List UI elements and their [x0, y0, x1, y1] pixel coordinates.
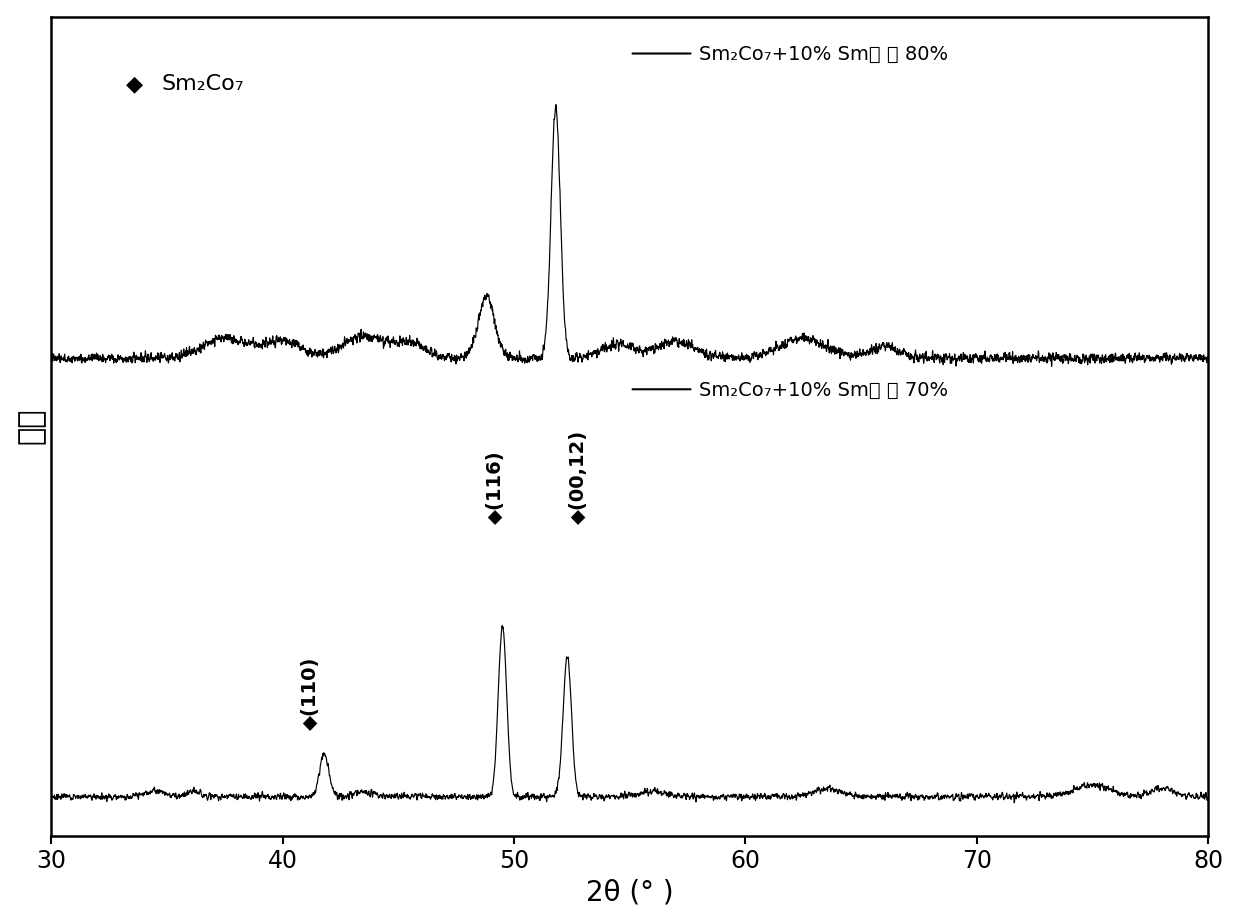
Text: Sm₂Co₇+10% Sm变 形 80%: Sm₂Co₇+10% Sm变 形 80%: [699, 45, 949, 65]
Text: ◆(00,12): ◆(00,12): [569, 429, 588, 523]
Y-axis label: 强度: 强度: [16, 408, 46, 444]
Text: ◆: ◆: [126, 74, 144, 94]
Text: Sm₂Co₇: Sm₂Co₇: [161, 74, 244, 94]
Text: Sm₂Co₇+10% Sm变 形 70%: Sm₂Co₇+10% Sm变 形 70%: [699, 381, 949, 400]
Text: ◆(116): ◆(116): [486, 450, 505, 523]
X-axis label: 2θ (° ): 2θ (° ): [587, 879, 673, 906]
Text: ◆(110): ◆(110): [301, 657, 320, 730]
